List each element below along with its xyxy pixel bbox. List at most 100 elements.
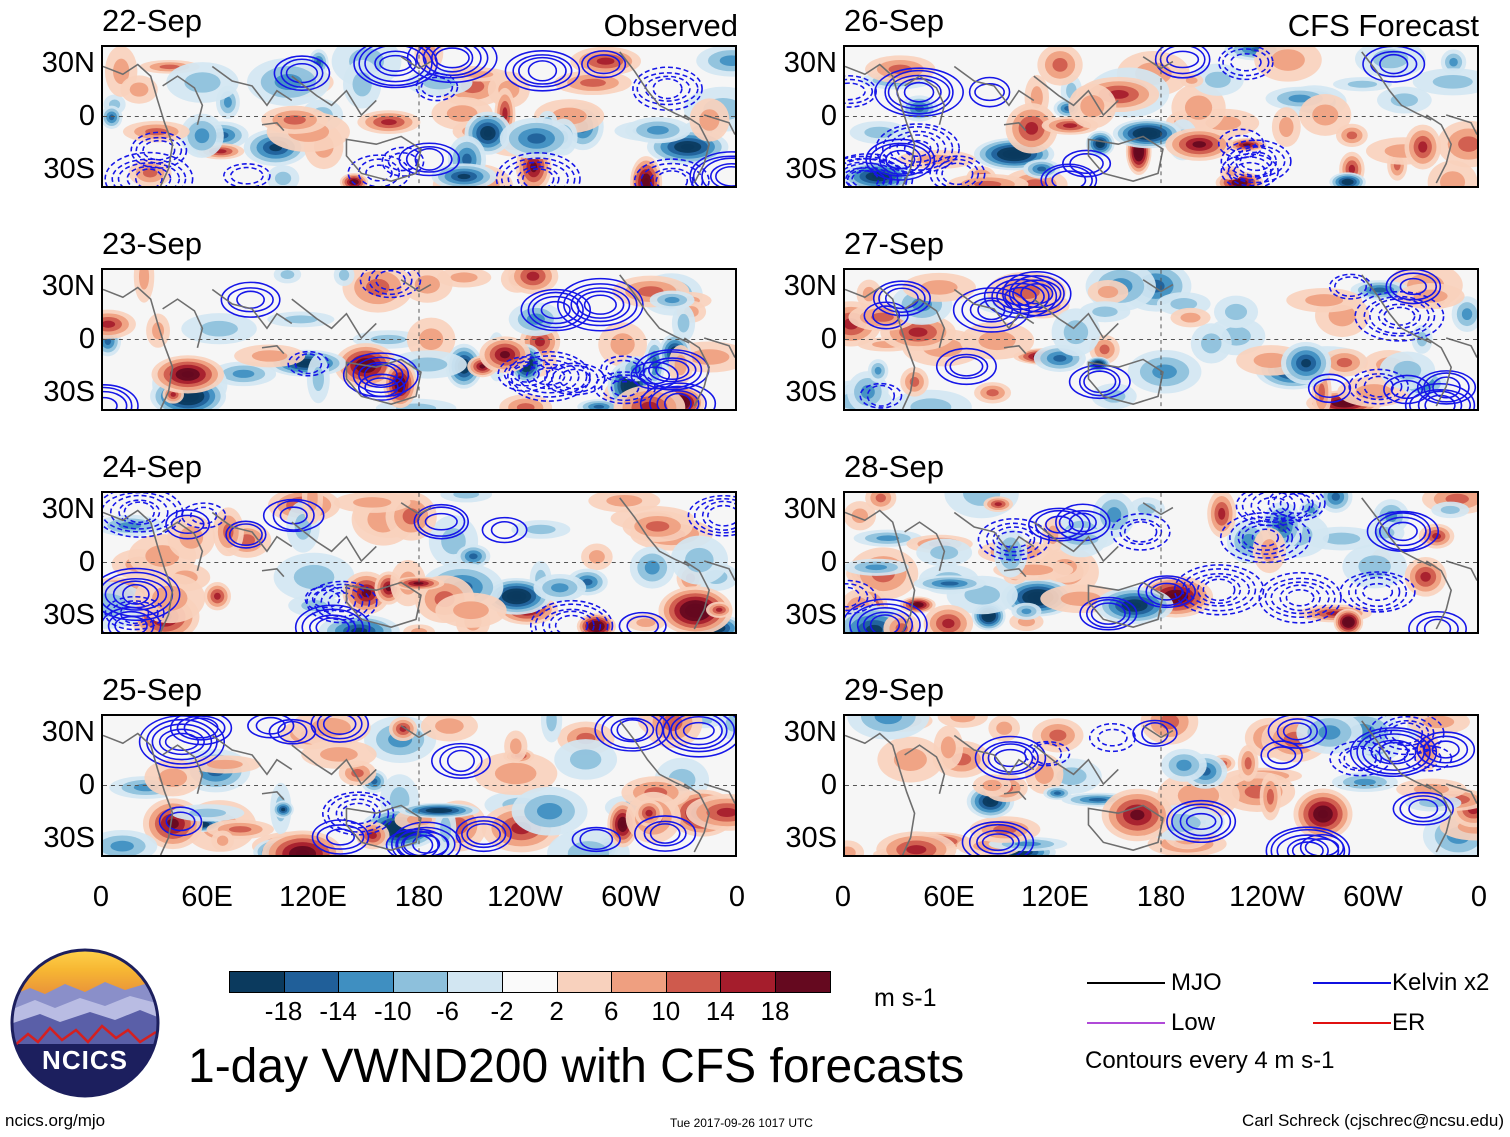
kelvin-contour — [446, 749, 475, 773]
legend: MJO Kelvin x2 Low ER Contours every 4 m … — [1085, 965, 1505, 1085]
coastline — [211, 288, 293, 330]
kelvin-contour — [652, 78, 683, 100]
anomaly-shade — [1106, 507, 1122, 523]
kelvin-contour — [327, 591, 357, 613]
kelvin-contour — [903, 139, 932, 158]
anomaly-shade — [138, 270, 150, 290]
anomaly-shade — [893, 748, 927, 772]
kelvin-contour — [165, 811, 196, 832]
kelvin-contour — [1282, 722, 1312, 741]
anomaly-shade — [1092, 306, 1118, 317]
kelvin-contour — [516, 165, 560, 186]
anomaly-shade — [494, 762, 537, 785]
anomaly-shade — [1014, 841, 1042, 847]
colorbar-level-label: 2 — [549, 996, 564, 1026]
coastline — [345, 581, 422, 628]
kelvin-contour — [576, 290, 625, 319]
anomaly-shade — [103, 320, 116, 328]
site-url[interactable]: ncics.org/mjo — [5, 1111, 106, 1130]
kelvin-contour — [1374, 512, 1431, 551]
kelvin-contour — [935, 347, 997, 386]
kelvin-contour — [968, 76, 1011, 108]
coastline — [1003, 121, 1027, 132]
kelvin-contour — [1032, 742, 1063, 765]
anomaly-shade — [1277, 519, 1288, 532]
anomaly-shade — [370, 334, 407, 345]
coastline — [683, 560, 711, 630]
coastline — [683, 337, 711, 407]
kelvin-contour — [135, 136, 183, 164]
anomaly-shade — [1461, 308, 1473, 321]
anomaly-shade — [413, 582, 424, 585]
kelvin-contour — [1079, 596, 1138, 631]
kelvin-contour — [889, 130, 947, 167]
kelvin-contour — [534, 603, 609, 632]
colorbar-swatch — [775, 971, 832, 993]
kelvin-contour — [225, 520, 267, 549]
kelvin-contour — [977, 518, 1051, 561]
coastline — [261, 790, 285, 801]
anomaly-shade — [1347, 80, 1378, 88]
lat-tick-label: 30S — [43, 599, 95, 631]
kelvin-contour — [227, 287, 274, 313]
kelvin-contour — [982, 741, 1039, 775]
kelvin-contour — [985, 522, 1042, 557]
kelvin-contour — [229, 166, 264, 185]
kelvin-contour — [903, 81, 935, 103]
colorbar-level-label: 10 — [651, 996, 681, 1026]
anomaly-shade — [1180, 312, 1201, 323]
anomaly-shade — [181, 371, 194, 378]
kelvin-contour — [586, 54, 621, 75]
kelvin-contour — [633, 158, 710, 186]
coastline — [619, 51, 690, 121]
anomaly-shade — [284, 315, 318, 324]
kelvin-contour — [1403, 745, 1453, 772]
anomaly-shade — [479, 364, 486, 369]
kelvin-contour — [693, 497, 735, 534]
kelvin-contour — [1220, 153, 1279, 186]
anomaly-shade — [1049, 729, 1067, 742]
anomaly-shade — [1390, 93, 1418, 107]
kelvin-contour — [1055, 503, 1111, 542]
kelvin-contour — [682, 721, 715, 740]
kelvin-contour — [1235, 146, 1277, 177]
kelvin-contour — [104, 151, 194, 186]
map-field — [103, 47, 735, 186]
coastline — [103, 286, 174, 409]
kelvin-contour — [490, 520, 519, 540]
map-field — [103, 716, 735, 855]
lat-tick-label: 30S — [43, 153, 95, 185]
anomaly-shade — [158, 768, 188, 788]
kelvin-contour — [1181, 568, 1257, 612]
anomaly-shade — [874, 716, 903, 725]
anomaly-shade — [457, 173, 471, 180]
kelvin-contour — [1090, 602, 1126, 625]
kelvin-contour — [1166, 799, 1237, 844]
anomaly-shade — [986, 613, 992, 619]
colorbar-swatch — [447, 971, 504, 993]
kelvin-contour — [431, 47, 474, 73]
coastline — [1425, 783, 1453, 853]
anomaly-shade — [110, 840, 134, 852]
kelvin-contour — [996, 530, 1032, 549]
kelvin-contour — [1260, 740, 1303, 770]
anomaly-shade — [411, 628, 428, 632]
anomaly-shade — [1152, 364, 1177, 380]
kelvin-contour — [1068, 364, 1131, 400]
coastline — [1445, 114, 1477, 135]
kelvin-contour — [527, 291, 584, 329]
kelvin-contour — [1012, 279, 1062, 309]
kelvin-contour — [1256, 496, 1290, 515]
anomaly-shade — [353, 497, 392, 508]
anomaly-shade — [1458, 136, 1477, 152]
kelvin-contour — [112, 580, 160, 609]
kelvin-contour — [1272, 493, 1321, 519]
anomaly-shade — [1346, 620, 1351, 625]
panel-date-label: 23-Sep — [102, 226, 202, 261]
coastline — [103, 63, 174, 186]
kelvin-contour — [530, 599, 614, 632]
anomaly-shade — [189, 808, 227, 818]
kelvin-contour — [151, 723, 213, 761]
map-panel-22-Sep — [101, 45, 737, 188]
anomaly-shade — [725, 716, 735, 732]
